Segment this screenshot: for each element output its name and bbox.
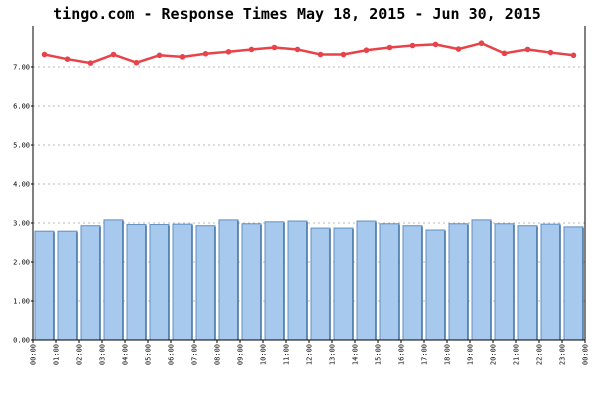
bar <box>494 223 515 341</box>
x-tick-label: 17:00 <box>421 344 429 365</box>
y-tick-label: 0.00 <box>13 337 30 345</box>
chart-title: tingo.com - Response Times May 18, 2015 … <box>53 5 541 23</box>
x-tick-label: 00:00 <box>582 344 590 365</box>
line-path <box>44 41 574 65</box>
x-tick-label: 09:00 <box>237 344 245 365</box>
bar <box>563 226 584 341</box>
y-tick-label: 6.00 <box>13 103 30 111</box>
line-point <box>179 54 186 60</box>
line-point <box>340 51 347 58</box>
line-point <box>64 56 71 62</box>
x-tick-label: 10:00 <box>260 344 268 365</box>
line-point <box>156 52 163 59</box>
x-tick-label: 03:00 <box>99 344 107 365</box>
line-point <box>409 42 416 49</box>
line-series <box>41 40 577 66</box>
bar <box>425 229 446 341</box>
x-tick-label: 21:00 <box>513 344 521 365</box>
line-point <box>547 49 554 56</box>
line-point <box>87 60 94 66</box>
x-tick-label: 15:00 <box>375 344 383 365</box>
line-point <box>248 46 255 53</box>
bar <box>356 220 377 341</box>
x-tick-label: 18:00 <box>444 344 452 365</box>
line-point <box>110 51 117 58</box>
x-tick-label: 19:00 <box>467 344 475 365</box>
line-point <box>432 41 439 48</box>
bar <box>126 224 147 341</box>
y-tick-label: 4.00 <box>13 181 30 189</box>
line-point <box>501 50 508 57</box>
bar <box>34 230 55 341</box>
x-tick-label: 13:00 <box>329 344 337 365</box>
bar <box>517 225 538 341</box>
x-tick-label: 23:00 <box>559 344 567 365</box>
line-point <box>317 51 324 58</box>
y-tick-label: 3.00 <box>13 220 30 228</box>
bar <box>195 225 216 341</box>
line-point <box>386 44 393 51</box>
x-tick-label: 12:00 <box>306 344 314 365</box>
bar <box>80 225 101 341</box>
y-tick-label: 5.00 <box>13 142 30 150</box>
bar <box>172 223 193 341</box>
x-tick-label: 08:00 <box>214 344 222 365</box>
x-tick-label: 14:00 <box>352 344 360 365</box>
bar <box>333 227 354 341</box>
grid-lines <box>33 66 585 302</box>
line-point <box>524 46 531 53</box>
line-point <box>202 50 209 57</box>
x-tick-labels: 00:00 01:00 02:00 03:00 04:00 05:00 06:00 07:00… <box>30 344 590 365</box>
line-point <box>570 52 577 59</box>
bar-series <box>34 219 584 341</box>
y-tick-labels: 0.00 1.00 2.00 3.00 4.00 5.00 6.00 7.00 <box>13 64 30 345</box>
x-tick-label: 20:00 <box>490 344 498 365</box>
bar <box>540 223 561 341</box>
line-point <box>363 47 370 54</box>
line-point <box>225 48 232 55</box>
bar <box>310 227 331 341</box>
y-tick-label: 2.00 <box>13 259 30 267</box>
x-tick-label: 02:00 <box>76 344 84 365</box>
line-point <box>478 40 485 47</box>
y-tick-label: 1.00 <box>13 298 30 306</box>
line-point <box>271 44 278 51</box>
x-tick-label: 04:00 <box>122 344 130 365</box>
x-tick-label: 11:00 <box>283 344 291 365</box>
x-tick-label: 22:00 <box>536 344 544 365</box>
x-tick-label: 00:00 <box>30 344 38 365</box>
bar <box>402 225 423 341</box>
bar <box>149 224 170 341</box>
x-tick-label: 07:00 <box>191 344 199 365</box>
line-point <box>455 46 462 52</box>
x-tick-label: 05:00 <box>145 344 153 365</box>
x-tick-label: 16:00 <box>398 344 406 365</box>
x-tick-label: 06:00 <box>168 344 176 365</box>
bar <box>57 230 78 341</box>
line-point <box>294 46 301 53</box>
bar <box>471 219 492 341</box>
bar <box>448 223 469 341</box>
bar <box>379 223 400 341</box>
axes <box>31 26 586 343</box>
bar <box>241 223 262 341</box>
bar <box>103 219 124 341</box>
bar <box>218 219 239 341</box>
x-tick-label: 01:00 <box>53 344 61 365</box>
line-point <box>41 51 48 58</box>
y-tick-label: 7.00 <box>13 64 30 72</box>
line-point <box>133 59 140 66</box>
bar <box>264 221 285 341</box>
bar <box>287 220 308 341</box>
